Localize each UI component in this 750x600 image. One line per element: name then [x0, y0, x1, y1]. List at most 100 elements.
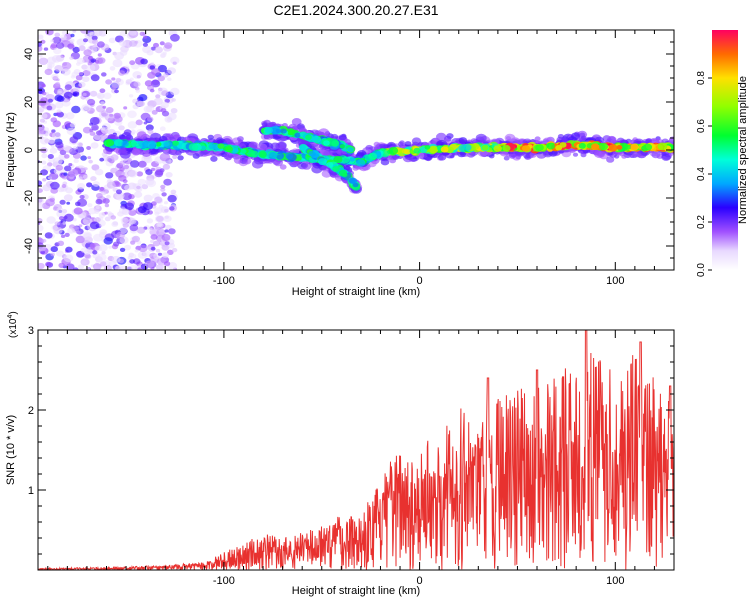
colorbar-axes: 0.0 0.2 0.4 0.6 0.8 [696, 71, 712, 277]
noise-speckle [38, 197, 45, 205]
y-tick-label: -40 [23, 238, 35, 254]
noise-speckle [65, 246, 73, 253]
ridge-halo [338, 134, 347, 141]
ridge-core [341, 172, 348, 178]
noise-speckle [154, 170, 164, 178]
noise-speckle [107, 211, 112, 215]
noise-speckle [163, 73, 169, 78]
ridge-core [388, 146, 399, 155]
ridge-halo [375, 145, 381, 150]
noise-speckle [55, 111, 62, 117]
ridge-halo [632, 149, 643, 158]
noise-speckle [100, 101, 105, 105]
noise-speckle [47, 98, 54, 103]
ridge-halo [210, 155, 218, 162]
spectrogram-heatmap [38, 30, 674, 270]
colorbar-tick-label: 0.0 [696, 263, 707, 277]
noise-speckle [137, 251, 148, 259]
noise-speckle [167, 77, 172, 81]
ridge-core [294, 132, 301, 138]
noise-speckle [63, 254, 74, 263]
noise-speckle [150, 79, 161, 88]
noise-speckle [169, 206, 175, 211]
noise-speckle [170, 108, 178, 114]
noise-speckle [137, 100, 145, 107]
noise-speckle [164, 201, 168, 205]
snr-panel: -100 0 100 1 2 3 Height of straight line (km)… [5, 311, 675, 597]
noise-speckle [114, 115, 123, 123]
ridge-core [264, 127, 274, 134]
noise-speckle [163, 178, 172, 186]
noise-speckle [54, 32, 61, 38]
snr-axes: -100 0 100 1 2 3 [28, 325, 675, 587]
noise-speckle [160, 101, 169, 109]
noise-speckle [123, 106, 128, 110]
ridge-core [280, 128, 287, 134]
noise-speckle [71, 105, 81, 114]
noise-speckle [137, 178, 146, 186]
snr-y-label: SNR (10 * v/v) [5, 415, 17, 485]
ridge-halo [503, 155, 510, 161]
noise-speckle [124, 202, 134, 211]
noise-speckle [97, 53, 102, 57]
noise-speckle [129, 259, 136, 264]
noise-speckle [40, 39, 46, 44]
noise-speckle [170, 56, 180, 65]
snr-x-label: Height of straight line (km) [292, 585, 420, 597]
snr-y-multiplier-close: ) [8, 311, 19, 314]
noise-speckle [73, 158, 79, 164]
ridge-core [413, 147, 421, 154]
ridge-halo [242, 157, 252, 165]
noise-speckle [155, 248, 161, 253]
noise-speckle [82, 92, 87, 97]
noise-speckle [101, 72, 107, 77]
ridge-halo [581, 135, 587, 140]
noise-speckle [96, 192, 103, 199]
noise-speckle [104, 265, 112, 270]
noise-speckle [43, 127, 49, 132]
ridge-halo [302, 162, 312, 170]
noise-speckle [97, 253, 107, 261]
noise-speckle [75, 201, 81, 207]
noise-speckle [38, 42, 42, 47]
colorbar-tick-label: 0.2 [696, 215, 707, 229]
noise-speckle [41, 238, 47, 243]
noise-speckle [90, 176, 97, 182]
ridge-core [428, 145, 439, 154]
noise-speckle [98, 212, 106, 218]
noise-speckle [103, 237, 113, 245]
noise-speckle [104, 203, 110, 208]
noise-speckle [61, 184, 67, 188]
noise-speckle [51, 129, 56, 133]
noise-speckle [92, 181, 100, 187]
noise-speckle [75, 75, 83, 81]
ridge-core [155, 141, 162, 147]
noise-speckle [70, 38, 75, 43]
noise-speckle [61, 68, 71, 76]
noise-speckle [122, 192, 132, 201]
colorbar: 0.0 0.2 0.4 0.6 0.8 Normalized spectral ampl… [696, 30, 749, 277]
noise-speckle [64, 121, 72, 127]
noise-speckle [146, 246, 153, 251]
noise-speckle [134, 191, 143, 198]
noise-speckle [143, 121, 148, 125]
noise-speckle [127, 110, 137, 119]
noise-speckle [50, 42, 58, 49]
noise-speckle [151, 167, 156, 172]
noise-speckle [129, 30, 137, 36]
snr-series-line [38, 330, 674, 570]
noise-speckle [133, 81, 141, 87]
ridge-halo [404, 141, 412, 147]
noise-speckle [63, 91, 73, 99]
noise-speckle [87, 62, 92, 66]
ridge-core [200, 145, 207, 151]
noise-speckle [61, 30, 67, 35]
ridge-halo [504, 133, 516, 143]
noise-speckle [169, 31, 174, 36]
ridge-core [643, 143, 653, 151]
noise-speckle [116, 194, 124, 201]
noise-speckle [38, 180, 43, 186]
noise-speckle [161, 244, 170, 251]
noise-speckle [155, 94, 161, 99]
ridge-halo [523, 152, 531, 159]
